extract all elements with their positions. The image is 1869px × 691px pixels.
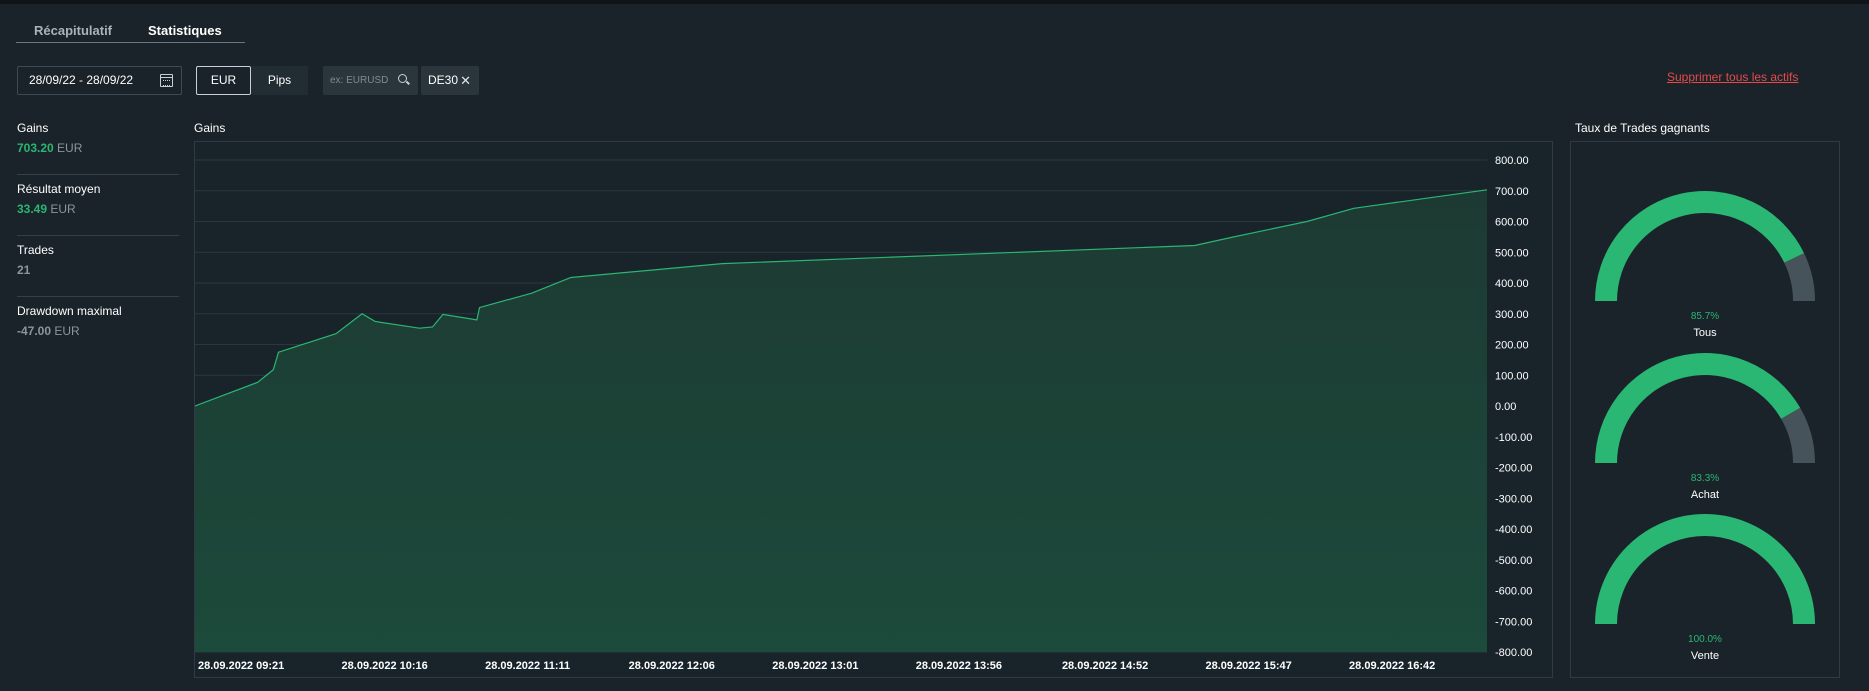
y-tick-label: 200.00 <box>1495 340 1529 352</box>
winrate-panel: 85.7% Tous 83.3% Achat 100.0% Vente <box>1570 141 1840 678</box>
gauge-all-arc <box>1595 191 1815 302</box>
gauge-win-arc <box>1595 514 1815 625</box>
y-tick-label: -800.00 <box>1495 647 1532 659</box>
close-icon[interactable]: ✕ <box>460 73 471 88</box>
stat-number: 703.20 <box>17 141 54 155</box>
stat-value: 33.49 EUR <box>17 200 179 218</box>
stat-unit: EUR <box>50 202 76 216</box>
gauge-sell: 100.0% Vente <box>1571 510 1839 662</box>
gauge-buy: 83.3% Achat <box>1571 349 1839 501</box>
unit-eur-button[interactable]: EUR <box>196 66 251 95</box>
stat-trades: Trades 21 <box>17 236 179 297</box>
gains-series-line <box>195 189 1488 407</box>
y-tick-label: 0.00 <box>1495 401 1516 413</box>
stat-number: -47.00 <box>17 324 52 338</box>
gauge-label: Vente <box>1690 650 1720 662</box>
x-tick-label: 28.09.2022 13:01 <box>772 660 858 672</box>
x-tick-label: 28.09.2022 09:21 <box>198 660 284 672</box>
x-tick-label: 28.09.2022 16:42 <box>1349 660 1435 672</box>
stat-value: 21 <box>17 261 179 279</box>
gains-area <box>195 189 1487 652</box>
y-tick-label: -100.00 <box>1495 432 1532 444</box>
y-tick-label: -600.00 <box>1495 586 1532 598</box>
stat-gains: Gains 703.20 EUR <box>17 114 179 175</box>
y-axis: 800.00 700.00 600.00 500.00 400.00 300.00 200.… <box>1495 155 1532 659</box>
asset-chip-label: DE30 <box>428 73 459 87</box>
x-tick-label: 28.09.2022 12:06 <box>629 660 715 672</box>
gauge-win-arc <box>1595 353 1801 464</box>
x-tick-label: 28.09.2022 11:11 <box>485 660 570 672</box>
stat-value: -47.00 EUR <box>17 322 179 340</box>
stat-number: 33.49 <box>17 202 48 216</box>
gauge-percent: 83.3% <box>1690 473 1720 484</box>
stat-unit: EUR <box>54 324 80 338</box>
x-tick-label: 28.09.2022 15:47 <box>1205 660 1291 672</box>
x-tick-label: 28.09.2022 10:16 <box>342 660 428 672</box>
y-tick-label: -500.00 <box>1495 555 1532 567</box>
tabs-underline <box>16 42 245 43</box>
gauge-buy-arc <box>1595 353 1815 464</box>
y-tick-label: -700.00 <box>1495 616 1532 628</box>
x-tick-label: 28.09.2022 13:56 <box>916 660 1002 672</box>
tab-bar: Récapitulatif Statistiques <box>16 20 240 44</box>
gauge-win-arc <box>1595 191 1805 302</box>
y-tick-label: 400.00 <box>1495 278 1529 290</box>
stat-unit: EUR <box>57 141 83 155</box>
y-tick-label: -200.00 <box>1495 463 1532 475</box>
date-range-picker[interactable]: 28/09/22 - 28/09/22 <box>17 66 182 95</box>
y-tick-label: -300.00 <box>1495 493 1532 505</box>
y-tick-label: 800.00 <box>1495 155 1529 167</box>
gauge-percent: 100.0% <box>1688 634 1722 645</box>
stat-max-drawdown: Drawdown maximal -47.00 EUR <box>17 297 179 358</box>
gauge-label: Tous <box>1693 327 1717 339</box>
winrate-title: Taux de Trades gagnants <box>1575 121 1710 135</box>
asset-chip-de30: DE30 ✕ <box>421 66 479 95</box>
stat-value: 703.20 EUR <box>17 139 179 157</box>
tab-recapitulatif[interactable]: Récapitulatif <box>34 23 113 38</box>
search-icon[interactable] <box>398 74 407 83</box>
gauge-loss-arc <box>1784 253 1815 302</box>
asset-search <box>323 66 418 95</box>
asset-search-input[interactable] <box>323 66 393 95</box>
y-tick-label: 500.00 <box>1495 247 1529 259</box>
stats-sidebar: Gains 703.20 EUR Résultat moyen 33.49 EU… <box>17 114 179 358</box>
stat-label: Trades <box>17 243 54 257</box>
stat-number: 21 <box>17 263 31 277</box>
date-range-value: 28/09/22 - 28/09/22 <box>29 73 134 87</box>
x-tick-label: 28.09.2022 14:52 <box>1062 660 1148 672</box>
y-tick-label: 300.00 <box>1495 309 1529 321</box>
tab-statistiques[interactable]: Statistiques <box>148 23 222 38</box>
gauge-sell-arc <box>1595 514 1815 625</box>
y-tick-label: 100.00 <box>1495 370 1529 382</box>
stat-label: Gains <box>17 121 49 135</box>
calendar-icon[interactable] <box>160 74 173 87</box>
gauge-loss-arc <box>1780 407 1815 464</box>
x-axis: 28.09.2022 09:21 28.09.2022 10:16 28.09.20… <box>198 660 1435 672</box>
top-border <box>0 0 1869 4</box>
y-tick-label: -400.00 <box>1495 524 1532 536</box>
gains-chart: 800.00 700.00 600.00 500.00 400.00 300.00 200.… <box>195 155 1532 672</box>
gauge-all: 85.7% Tous <box>1571 187 1839 339</box>
gauge-label: Achat <box>1690 489 1720 501</box>
gains-chart-panel: 800.00 700.00 600.00 500.00 400.00 300.00 200.… <box>194 141 1553 678</box>
stat-average-result: Résultat moyen 33.49 EUR <box>17 175 179 236</box>
y-tick-label: 700.00 <box>1495 186 1529 198</box>
chart-title: Gains <box>194 121 226 135</box>
stat-label: Drawdown maximal <box>17 304 122 318</box>
y-tick-label: 600.00 <box>1495 217 1529 229</box>
unit-pips-button[interactable]: Pips <box>251 66 308 95</box>
delete-all-assets-link[interactable]: Supprimer tous les actifs <box>1667 70 1799 84</box>
stat-label: Résultat moyen <box>17 182 101 196</box>
gauge-percent: 85.7% <box>1690 311 1720 322</box>
unit-toggle: EUR Pips <box>196 66 308 95</box>
